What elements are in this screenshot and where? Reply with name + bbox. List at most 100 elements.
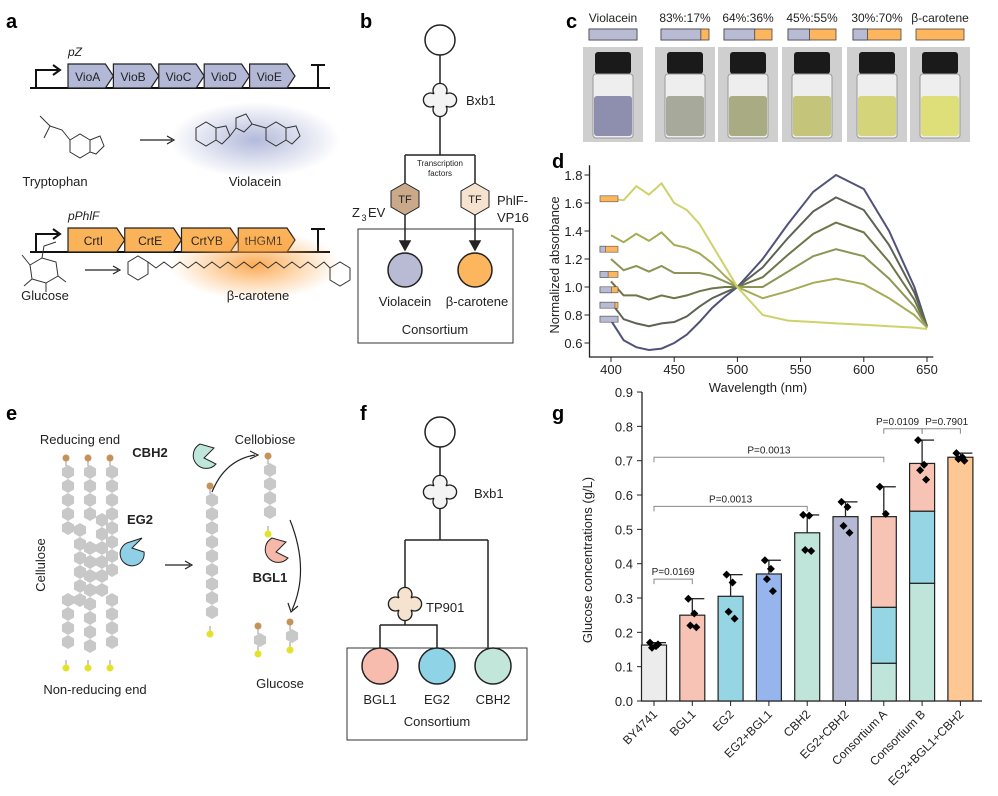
vial-liquid [594,96,632,136]
data-point [875,482,884,491]
d-x-tick-label: 550 [790,362,812,377]
absorbance-curve-64 [610,221,928,329]
significance-bracket [653,578,693,585]
activation-arrows [398,215,482,252]
gene-label: VioD [211,70,237,84]
glucose-unit [105,521,119,535]
phlf-label-line2: VP16 [497,210,529,225]
cross-shape [422,82,458,118]
reducing-end-label: Reducing end [40,432,120,447]
cellulose-chains [61,452,299,672]
ratio-label: 30%:70% [851,11,903,25]
non-reducing-end-dot [254,650,262,658]
glucose-unit [83,479,97,493]
d-y-tick-label: 1.0 [564,280,582,295]
d-x-tick-label: 400 [600,362,622,377]
glucose-unit [205,563,219,577]
vial-liquid [858,96,896,136]
vial-liquid [921,96,959,136]
glucose-unit [83,611,97,625]
d-x-tick-label: 500 [727,362,749,377]
panel-a: a pZ VioA VioB VioC VioD VioE Tryptophan Vio… [6,11,351,303]
panel-f: f Bxb1 TP901 BGL1 EG2 CBH2 Consortium [346,403,528,741]
gene-arrow [67,227,126,253]
d-y-tick-label: 1.2 [564,252,582,267]
bar [794,532,821,702]
eg2-output-label: EG2 [424,692,450,707]
glucose-unit [105,493,119,507]
carotene-label: β-carotene [227,288,289,303]
p-value-label: P=0.0013 [747,445,791,456]
reaction-arrow-1 [140,135,176,145]
data-point [881,509,890,518]
vial-liquid [666,96,704,136]
glucose-unit [73,579,87,593]
d-x-tick-label: 450 [663,362,685,377]
violacein-label: Violacein [229,174,282,189]
glucose-unit [105,549,119,563]
glucose-unit [61,593,75,607]
d-y-tick-label: 0.6 [564,336,582,351]
category-label: CBH2 [781,707,814,740]
phlf-label-line1: PhlF- [497,193,528,208]
glucose-unit [205,577,219,591]
g-y-tick-label: 0.7 [615,454,633,469]
panel-label-f: f [360,403,367,425]
ratio-bar-violacein [588,28,638,41]
glucose-unit [83,639,97,653]
data-point [843,503,852,512]
glucose-label: Glucose [21,288,69,303]
ratio-swatch-violacein [599,315,619,323]
absorbance-curve-0 [610,181,928,330]
glucose-unit [83,493,97,507]
p-value-label: P=0.0169 [652,567,696,578]
data-point [805,511,814,520]
g-y-tick-label: 0.6 [615,488,633,503]
violacein-glow [170,102,340,178]
bar [832,516,859,702]
category-label: EG2 [710,707,737,734]
g-y-tick-label: 0.3 [615,591,633,606]
glucose-label-e: Glucose [256,676,304,691]
bgl1-strain-circle [361,647,399,685]
stacked-segment-cbh2 [908,582,936,702]
panel-label-b: b [360,11,372,33]
data-point [648,643,656,652]
glucose-unit [263,477,277,491]
bar [640,644,668,702]
non-reducing-end-dot [62,664,70,672]
tf-caption-line1: Transcription [417,159,463,168]
d-y-axis-label: Normalized absorbance [547,196,562,333]
reducing-end-dot [84,454,92,462]
data-point [801,545,810,554]
data-point [807,546,816,555]
reaction-arrow-2 [85,265,122,275]
carotene-glow [170,230,340,300]
ratio-swatch-violacein [599,271,609,278]
non-reducing-end-dot [106,664,114,672]
glucose-unit [105,507,119,521]
glucose-unit [95,513,109,527]
gene-arrow [112,63,160,89]
p-value-label: P=0.0013 [709,494,753,505]
cellulose-label: Cellulose [33,538,48,591]
non-reducing-end-dot [206,630,214,638]
data-point [954,454,963,463]
absorbance-curve-100 [610,173,928,352]
glucose-unit [73,551,87,565]
gene-label: VioB [121,70,146,84]
cbh2-output-label: CBH2 [476,692,511,707]
glucose-unit [83,541,97,555]
violacein-output-label: Violacein [379,294,432,309]
eg2-label: EG2 [127,512,153,527]
glucose-structure [21,241,67,292]
non-reducing-end-dot [264,530,272,538]
bxb1-label-f: Bxb1 [474,486,504,501]
ratio-bar-violacein [660,28,702,41]
glucose-unit [83,597,97,611]
panel-g: g 0.0 0.1 0.2 0.3 0.4 0.5 0.6 0.7 0.8 0.9 BY4741 BG… [552,385,982,788]
glucose-unit [253,633,267,647]
ratio-swatch-violacein [599,301,616,309]
non-reducing-end-dot [286,646,294,654]
